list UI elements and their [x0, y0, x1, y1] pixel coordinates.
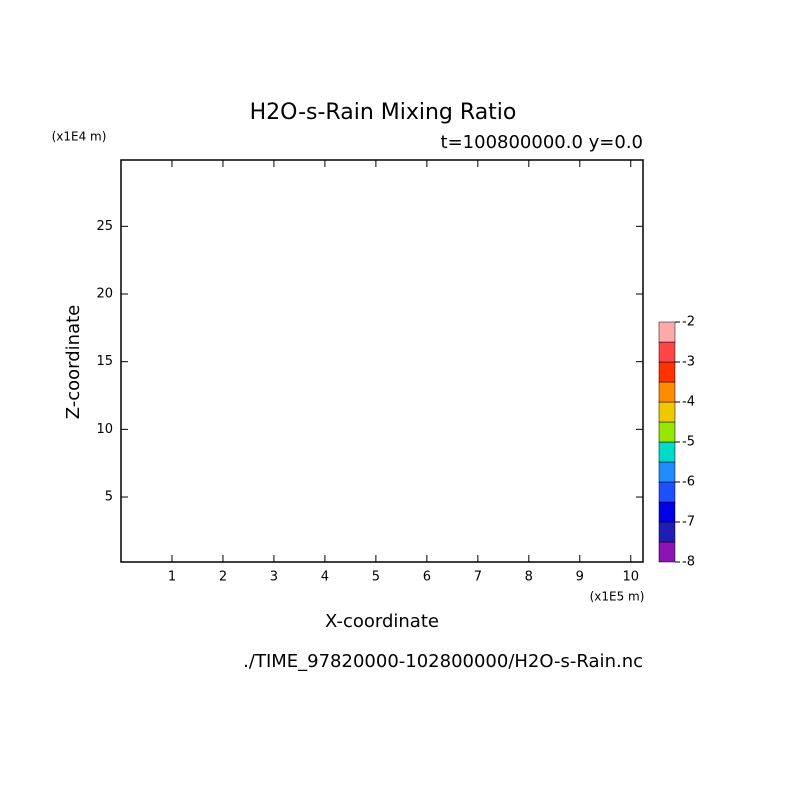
x-tick-label: 2	[219, 570, 227, 585]
x-tick-label: 9	[576, 570, 584, 585]
colorbar-box	[658, 341, 676, 363]
y-tick-label: 10	[96, 422, 113, 437]
colorbar-box	[658, 401, 676, 423]
plot-frame	[120, 159, 644, 563]
colorbar-tick-label: -7	[682, 515, 695, 530]
colorbar-box	[658, 501, 676, 523]
colorbar-box	[658, 421, 676, 443]
x-tick-label: 8	[525, 570, 533, 585]
x-tick-label: 7	[474, 570, 482, 585]
y-tick-label: 20	[96, 287, 113, 302]
chart-title: H2O-s-Rain Mixing Ratio	[250, 100, 517, 125]
colorbar-tick-label: -2	[682, 315, 695, 330]
colorbar-box	[658, 461, 676, 483]
colorbar-tick-label: -6	[682, 475, 695, 490]
colorbar-box	[658, 541, 676, 563]
x-axis-label: X-coordinate	[325, 611, 439, 632]
colorbar-box	[658, 441, 676, 463]
colorbar-tick-label: -8	[682, 555, 695, 570]
colorbar-box	[658, 521, 676, 543]
x-tick-label: 6	[423, 570, 431, 585]
y-unit: (x1E4 m)	[52, 130, 107, 144]
y-tick-label: 25	[96, 219, 113, 234]
chart-subtitle: t=100800000.0 y=0.0	[441, 132, 643, 153]
colorbar-box	[658, 381, 676, 403]
x-tick-label: 4	[321, 570, 329, 585]
x-tick-label: 5	[372, 570, 380, 585]
footer: ./TIME_97820000-102800000/H2O-s-Rain.nc	[243, 651, 643, 672]
y-tick-label: 15	[96, 354, 113, 369]
y-tick-label: 5	[105, 490, 113, 505]
x-tick-label: 3	[270, 570, 278, 585]
colorbar-box	[658, 361, 676, 383]
colorbar-tick-label: -5	[682, 435, 695, 450]
colorbar-box	[658, 481, 676, 503]
x-tick-label: 10	[622, 570, 639, 585]
colorbar-tick-label: -3	[682, 355, 695, 370]
x-unit: (x1E5 m)	[590, 590, 645, 604]
colorbar-box	[658, 321, 676, 343]
colorbar-tick-label: -4	[682, 395, 695, 410]
x-tick-label: 1	[168, 570, 176, 585]
y-axis-label: Z-coordinate	[63, 305, 84, 420]
